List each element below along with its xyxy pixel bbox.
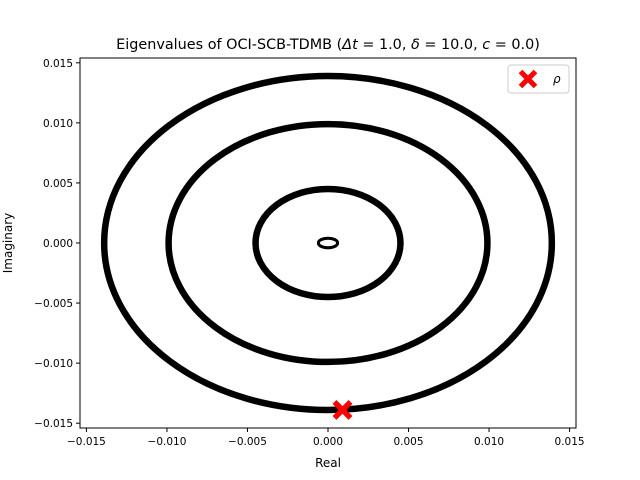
marker-1 bbox=[332, 400, 353, 420]
title-param-delta-value: = 10.0 bbox=[420, 37, 473, 53]
x-tick-label-3: −0.005 bbox=[228, 436, 267, 448]
y-axis: −0.015 −0.010 −0.005 0.000 0.005 0.010 0.015 bbox=[34, 58, 80, 430]
title-param-dt: Δt bbox=[341, 37, 359, 53]
y-tick-label-7: 0.015 bbox=[43, 58, 73, 70]
legend-marker-rho bbox=[518, 69, 538, 89]
x-tick-label-1: −0.015 bbox=[67, 436, 106, 448]
y-tick-label-1: −0.015 bbox=[34, 418, 73, 430]
x-tick-label-6: 0.010 bbox=[474, 436, 504, 448]
y-tick-label-6: 0.010 bbox=[43, 118, 73, 130]
title-param-c: c bbox=[482, 37, 490, 53]
plot-area bbox=[100, 72, 556, 420]
legend-label-rho: ρ bbox=[553, 72, 561, 86]
title-param-c-value: = 0.0 bbox=[490, 37, 534, 53]
title-param-dt-value: = 1.0 bbox=[358, 37, 402, 53]
x-axis-label: Real bbox=[315, 456, 341, 470]
y-axis-label: Imaginary bbox=[1, 213, 15, 274]
chart-title: Eigenvalues of OCI-SCB-TDMB (Δt = 1.0, δ… bbox=[116, 37, 540, 53]
x-tick-label-2: −0.010 bbox=[148, 436, 187, 448]
x-tick-label-4: 0.000 bbox=[313, 436, 343, 448]
title-prefix: Eigenvalues of OCI-SCB-TDMB ( bbox=[116, 37, 342, 53]
x-tick-label-7: 0.015 bbox=[555, 436, 585, 448]
eigenvalue-ring-4 bbox=[316, 236, 340, 250]
eigenvalue-ring-2 bbox=[165, 120, 491, 366]
y-tick-label-4: 0.000 bbox=[43, 238, 73, 250]
legend-marker-icon bbox=[518, 69, 538, 89]
x-tick-label-5: 0.005 bbox=[393, 436, 423, 448]
eigenvalue-ring-3 bbox=[252, 185, 404, 301]
y-tick-label-2: −0.010 bbox=[34, 358, 73, 370]
title-param-delta: δ bbox=[411, 37, 420, 53]
x-axis: −0.015 −0.010 −0.005 0.000 0.005 0.010 0.015 bbox=[67, 428, 585, 448]
legend: ρ bbox=[507, 64, 570, 94]
title-suffix: ) bbox=[534, 37, 540, 53]
y-tick-label-3: −0.005 bbox=[34, 298, 73, 310]
y-tick-label-5: 0.005 bbox=[43, 178, 73, 190]
eigenvalue-ring-1 bbox=[100, 72, 556, 414]
